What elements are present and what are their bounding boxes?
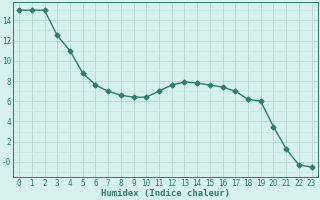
X-axis label: Humidex (Indice chaleur): Humidex (Indice chaleur) xyxy=(101,189,230,198)
